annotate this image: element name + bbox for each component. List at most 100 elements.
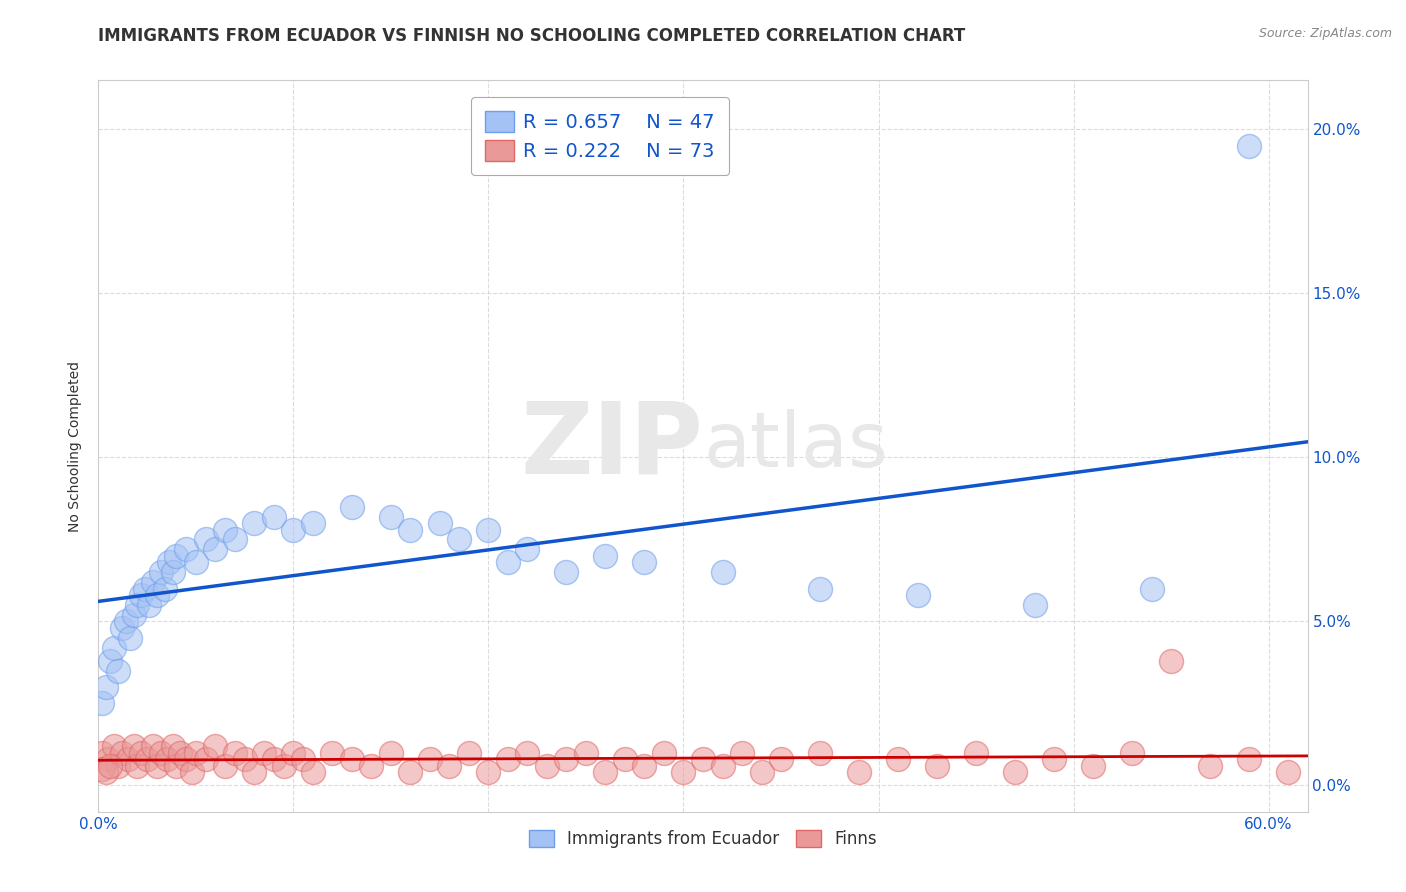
Point (751, 765, 773, 780)
Point (149, 566, 172, 580)
Point (142, 739, 165, 753)
Point (97, 752, 120, 766)
Point (131, 588, 153, 602)
Text: Source: ZipAtlas.com: Source: ZipAtlas.com (1258, 27, 1392, 40)
Point (273, 759, 295, 773)
Point (848, 765, 870, 780)
Point (142, 575, 165, 590)
Point (536, 759, 558, 773)
Point (165, 549, 187, 563)
Point (184, 556, 207, 570)
Point (672, 765, 695, 780)
Point (243, 516, 266, 530)
Point (98, 759, 121, 773)
Point (652, 746, 675, 760)
Point (907, 588, 929, 602)
Point (1004, 765, 1026, 780)
Legend: Immigrants from Ecuador, Finns: Immigrants from Ecuador, Finns (522, 823, 884, 855)
Y-axis label: No Schooling Completed: No Schooling Completed (69, 360, 83, 532)
Point (146, 759, 169, 773)
Point (131, 746, 153, 760)
Point (595, 549, 617, 563)
Point (1140, 582, 1163, 596)
Point (107, 759, 129, 773)
Point (127, 759, 149, 773)
Text: atlas: atlas (703, 409, 887, 483)
Point (174, 752, 197, 766)
Point (555, 752, 578, 766)
Point (1277, 765, 1299, 780)
Point (399, 765, 422, 780)
Point (263, 752, 285, 766)
Point (204, 542, 226, 557)
Point (711, 759, 734, 773)
Point (98, 654, 121, 668)
Point (224, 533, 246, 547)
Point (321, 746, 343, 760)
Point (91, 762, 114, 776)
Point (965, 746, 987, 760)
Point (516, 746, 538, 760)
Point (477, 765, 499, 780)
Text: IMMIGRANTS FROM ECUADOR VS FINNISH NO SCHOOLING COMPLETED CORRELATION CHART: IMMIGRANTS FROM ECUADOR VS FINNISH NO SC… (98, 27, 966, 45)
Point (136, 752, 159, 766)
Point (1024, 598, 1046, 612)
Point (496, 752, 519, 766)
Point (181, 765, 204, 780)
Point (429, 516, 451, 530)
Point (194, 752, 217, 766)
Point (808, 746, 831, 760)
Point (419, 752, 441, 766)
Point (283, 746, 305, 760)
Point (360, 759, 382, 773)
Point (731, 746, 754, 760)
Point (233, 752, 256, 766)
Point (1160, 654, 1182, 668)
Point (1121, 746, 1143, 760)
Point (808, 582, 831, 596)
Point (380, 746, 402, 760)
Point (399, 523, 422, 537)
Point (114, 615, 136, 629)
Point (117, 752, 139, 766)
Point (555, 566, 578, 580)
Point (169, 746, 191, 760)
Point (1081, 759, 1104, 773)
Point (633, 759, 655, 773)
Point (380, 509, 402, 524)
Point (1043, 752, 1066, 766)
Point (516, 542, 538, 557)
Point (302, 516, 325, 530)
Point (340, 500, 363, 514)
Point (204, 739, 226, 753)
Point (292, 752, 315, 766)
Point (138, 598, 160, 612)
Point (925, 759, 948, 773)
Point (134, 582, 156, 596)
Point (122, 607, 145, 622)
Point (458, 746, 481, 760)
Point (449, 533, 471, 547)
Point (194, 533, 217, 547)
Point (283, 523, 305, 537)
Point (165, 759, 187, 773)
Point (111, 746, 134, 760)
Point (156, 752, 179, 766)
Text: ZIP: ZIP (520, 398, 703, 494)
Point (477, 523, 499, 537)
Point (711, 566, 734, 580)
Point (575, 746, 598, 760)
Point (302, 765, 325, 780)
Point (157, 556, 180, 570)
Point (887, 752, 910, 766)
Point (103, 739, 125, 753)
Point (1199, 759, 1222, 773)
Point (107, 664, 129, 678)
Point (122, 739, 145, 753)
Point (633, 556, 655, 570)
Point (162, 739, 184, 753)
Point (214, 759, 236, 773)
Point (243, 765, 266, 780)
Point (111, 621, 134, 635)
Point (103, 640, 125, 655)
